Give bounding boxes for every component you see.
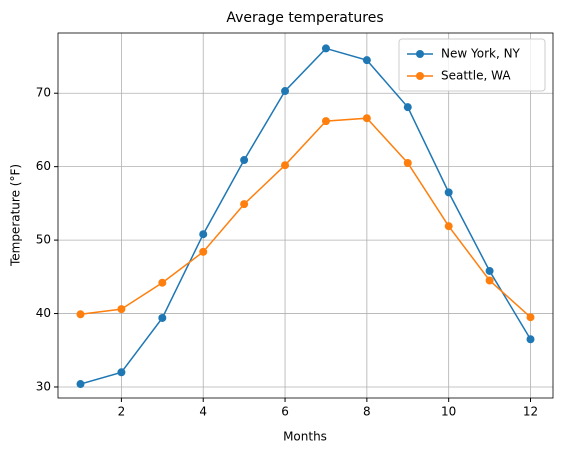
data-point [158, 278, 167, 287]
data-point [199, 247, 208, 256]
y-tick-label: 60 [36, 159, 51, 173]
y-axis-label: Temperature (°F) [9, 164, 23, 267]
data-point [362, 56, 371, 65]
plot-frame [57, 32, 554, 399]
x-axis-label: Months [283, 430, 327, 444]
data-point [76, 380, 85, 389]
data-point [485, 276, 494, 285]
data-point [281, 87, 290, 96]
x-tick-label: 4 [199, 405, 207, 419]
legend-marker [416, 50, 424, 58]
data-point [444, 222, 453, 231]
data-point [117, 368, 126, 377]
y-tick-label: 70 [36, 86, 51, 100]
x-tick-label: 6 [281, 405, 289, 419]
series-line [80, 47, 532, 385]
data-point [240, 200, 249, 209]
data-point [281, 161, 290, 170]
data-point [321, 117, 330, 126]
chart-title: Average temperatures [226, 10, 383, 26]
series-line [80, 117, 532, 318]
data-point [526, 335, 535, 344]
data-point [117, 305, 126, 314]
legend-marker [416, 72, 424, 80]
data-point [76, 310, 85, 319]
x-tick-label: 12 [523, 405, 538, 419]
y-tick-label: 50 [36, 233, 51, 247]
legend-label: Seattle, WA [441, 69, 511, 83]
legend-label: New York, NY [441, 47, 521, 61]
data-point [403, 103, 412, 112]
x-tick-label: 8 [363, 405, 371, 419]
data-point [158, 313, 167, 322]
data-point [240, 156, 249, 165]
data-point [485, 266, 494, 275]
legend: New York, NY Seattle, WA [398, 38, 546, 92]
y-tick-label: 40 [36, 306, 51, 320]
data-point [321, 44, 330, 53]
data-point [526, 313, 535, 322]
data-point [403, 158, 412, 167]
data-point [199, 230, 208, 239]
data-point [444, 188, 453, 197]
data-point [362, 114, 371, 123]
y-tick-label: 30 [36, 379, 51, 393]
legend-box [398, 38, 546, 92]
x-tick-label: 10 [441, 405, 456, 419]
x-tick-label: 2 [118, 405, 126, 419]
